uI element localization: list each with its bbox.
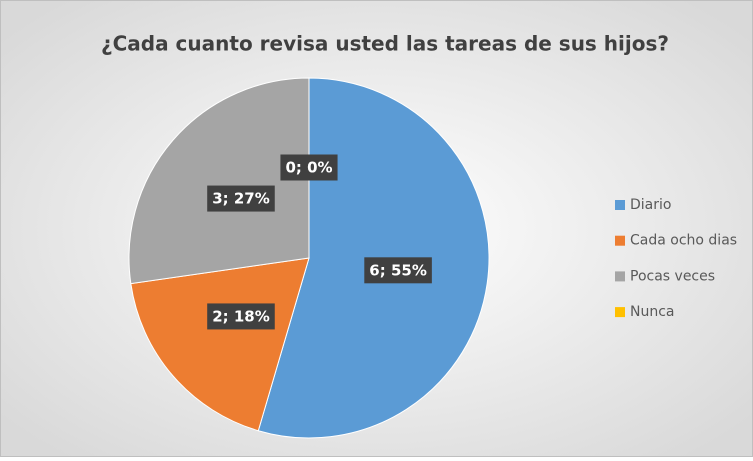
legend-label: Nunca xyxy=(630,304,675,320)
legend-label: Cada ocho dias xyxy=(630,233,737,249)
legend-swatch xyxy=(615,307,625,318)
data-label: 2; 18% xyxy=(212,307,270,325)
data-label: 6; 55% xyxy=(369,261,427,279)
data-label-box xyxy=(207,185,275,212)
pie-slice xyxy=(130,257,310,432)
data-label-box xyxy=(280,154,338,181)
legend-label: Diario xyxy=(630,197,671,213)
data-label-box xyxy=(207,303,275,330)
data-label: 3; 27% xyxy=(212,190,270,208)
legend-swatch xyxy=(615,235,625,246)
data-label-box xyxy=(364,257,432,284)
data-label: 0; 0% xyxy=(285,159,332,177)
legend-label: Pocas veces xyxy=(630,268,715,284)
pie-slice xyxy=(128,77,310,285)
legend-swatch xyxy=(615,200,625,210)
legend-swatch xyxy=(615,271,625,282)
chart-title: ¿Cada cuanto revisa usted las tareas de … xyxy=(101,32,669,56)
